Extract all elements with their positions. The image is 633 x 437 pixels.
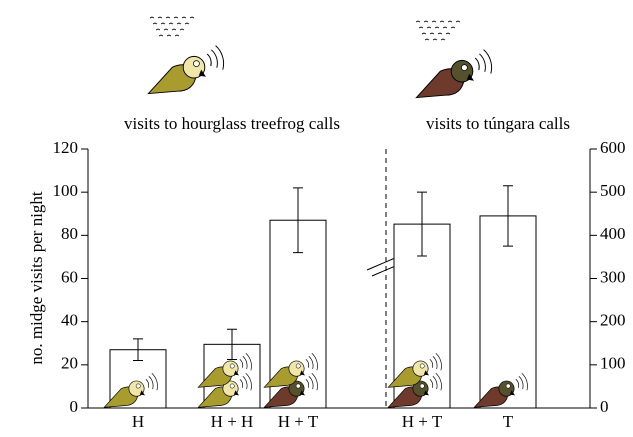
gnat xyxy=(456,21,460,22)
bird-eye xyxy=(296,384,300,388)
gnat xyxy=(167,35,171,36)
gnat xyxy=(427,27,431,28)
sound-wave xyxy=(207,54,211,66)
y-tick-label: 20 xyxy=(61,354,78,373)
bird-eye xyxy=(506,384,510,388)
y2-tick-label: 100 xyxy=(600,354,626,373)
y2-tick-label: 400 xyxy=(600,224,626,243)
sound-wave xyxy=(479,54,485,72)
gnat xyxy=(441,39,445,40)
gnat xyxy=(150,17,154,18)
gnat xyxy=(166,17,170,18)
y-tick-label: 60 xyxy=(61,267,78,286)
bird-icon xyxy=(416,50,491,98)
gnat xyxy=(158,17,162,18)
gnat xyxy=(174,17,178,18)
gnat xyxy=(190,17,194,18)
y-tick-label: 40 xyxy=(61,311,78,330)
annotation: visits to hourglass treefrog calls xyxy=(124,114,340,133)
y2-tick-label: 300 xyxy=(600,267,626,286)
gnat xyxy=(433,39,437,40)
gnat xyxy=(419,27,423,28)
bird-icon xyxy=(148,46,223,94)
gnat xyxy=(446,33,450,34)
bird-eye xyxy=(296,364,300,368)
bird-eye xyxy=(461,65,467,71)
y-tick-label: 0 xyxy=(70,397,79,416)
bird-eye xyxy=(230,384,234,388)
gnat xyxy=(451,27,455,28)
gnat xyxy=(169,23,173,24)
x-tick-label: H xyxy=(132,412,144,431)
y2-tick-label: 200 xyxy=(600,311,626,330)
sound-wave xyxy=(475,58,479,70)
gnat xyxy=(430,33,434,34)
x-tick-label: H + H xyxy=(211,412,254,431)
annotation: visits to túngara calls xyxy=(426,114,570,133)
gnat xyxy=(161,23,165,24)
gnat xyxy=(164,29,168,30)
x-tick-label: H + T xyxy=(278,412,319,431)
x-tick-label: H + T xyxy=(402,412,443,431)
gnat xyxy=(440,21,444,22)
gnat xyxy=(156,29,160,30)
bird-eye xyxy=(193,61,199,67)
y2-tick-label: 600 xyxy=(600,138,626,157)
gnat xyxy=(180,29,184,30)
bird-eye xyxy=(420,364,424,368)
gnat xyxy=(422,33,426,34)
gnat xyxy=(438,33,442,34)
gnat xyxy=(153,23,157,24)
y-tick-label: 100 xyxy=(53,181,79,200)
gnat xyxy=(175,35,179,36)
bird-eye xyxy=(230,364,234,368)
bird-eye xyxy=(136,384,140,388)
y-axis-label: no. midge visits per night xyxy=(27,191,46,365)
gnat xyxy=(159,35,163,36)
bird-eye xyxy=(420,384,424,388)
gnat xyxy=(435,27,439,28)
gnat xyxy=(432,21,436,22)
x-tick-label: T xyxy=(503,412,514,431)
gnat xyxy=(424,21,428,22)
gnat xyxy=(185,23,189,24)
gnat xyxy=(425,39,429,40)
gnat xyxy=(177,23,181,24)
gnat xyxy=(182,17,186,18)
y-tick-label: 80 xyxy=(61,224,78,243)
chart: visits to hourglass treefrog calls visit… xyxy=(0,0,633,437)
y2-tick-label: 0 xyxy=(600,397,609,416)
gnat xyxy=(443,27,447,28)
y2-tick-label: 500 xyxy=(600,181,626,200)
gnat xyxy=(416,21,420,22)
sound-wave xyxy=(211,50,217,68)
gnat xyxy=(172,29,176,30)
gnat xyxy=(448,21,452,22)
y-tick-label: 120 xyxy=(53,138,79,157)
